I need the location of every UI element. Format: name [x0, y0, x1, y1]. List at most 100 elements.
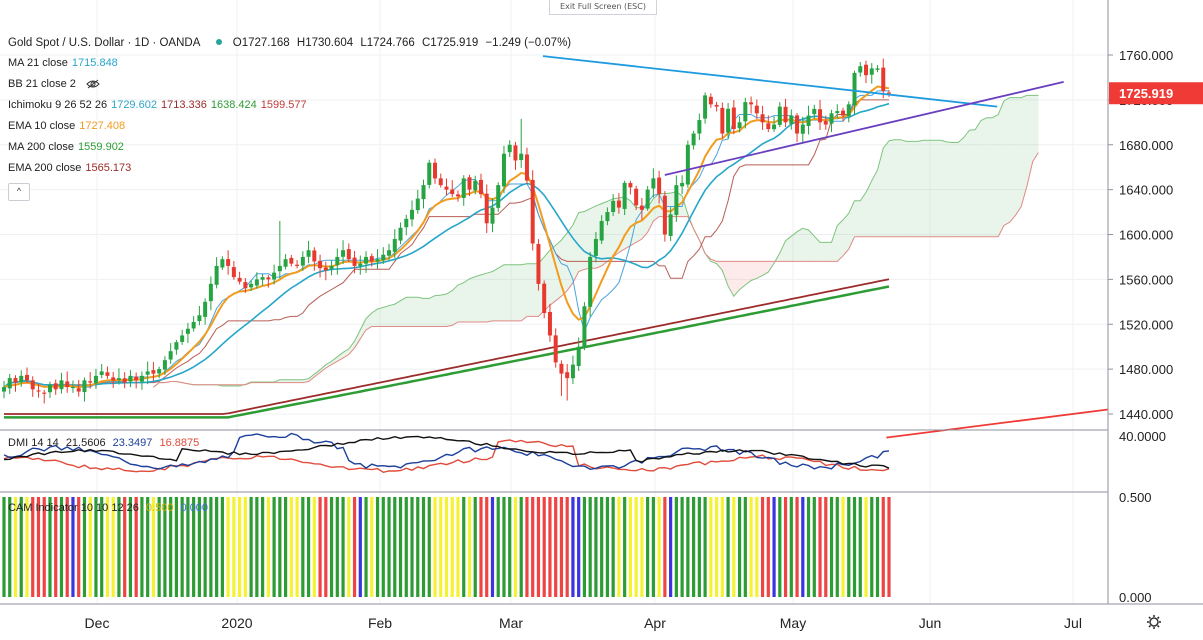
candle-body [605, 212, 610, 222]
cloud-segment [486, 271, 493, 323]
cam-bar [766, 497, 770, 597]
cloud-segment [1021, 95, 1027, 207]
cam-bar [272, 497, 276, 597]
cam-bar [71, 497, 75, 597]
cam-bar [772, 497, 776, 597]
cloud-segment [986, 117, 993, 237]
candle-body [881, 67, 886, 91]
candle-body [203, 301, 208, 317]
cam-bar [726, 497, 730, 597]
cam-bar [536, 497, 541, 597]
last-price-badge [1109, 82, 1203, 105]
candle-body [214, 265, 219, 285]
candle-body [387, 250, 392, 256]
candle-body [358, 263, 363, 267]
candle-body [708, 96, 713, 105]
indicator-legend-row: MA 21 close 1715.848 [8, 57, 122, 69]
candle-body [685, 144, 690, 185]
candle-body [622, 182, 627, 209]
candle-body [714, 104, 719, 107]
candle-body [565, 372, 570, 379]
candle-body [478, 179, 483, 195]
indicator-label[interactable]: MA 21 close [8, 57, 68, 69]
indicator-label[interactable]: BB 21 close 2 [8, 78, 76, 90]
price-tick-label: 1680.000 [1119, 138, 1173, 153]
cam-bar [117, 497, 121, 597]
cam-label[interactable]: CAM Indicator 10 10 12 26 [8, 502, 139, 514]
cam-bar [421, 497, 426, 597]
indicator-label[interactable]: MA 200 close [8, 141, 75, 153]
cloud-segment [624, 196, 631, 250]
cloud-segment [820, 242, 826, 262]
exit-fullscreen-button[interactable]: Exit Full Screen (ESC) [549, 0, 657, 15]
hidden-eye-icon[interactable] [86, 78, 100, 90]
candle-body [36, 390, 41, 392]
cam-bar [490, 497, 495, 597]
cam-bar [674, 497, 678, 597]
ema10-line [3, 85, 890, 389]
price-axis[interactable]: 1760.0001720.0001680.0001640.0001600.000… [1108, 48, 1203, 422]
candle-body [668, 214, 673, 236]
candle-body [818, 109, 823, 123]
cam-bar [128, 497, 133, 597]
cam-bar [140, 497, 144, 597]
cam-bar [479, 497, 483, 597]
cam-bar [720, 497, 724, 597]
cam-bar [13, 497, 18, 597]
dmi-legend: DMI 14 14 21.5606 23.3497 16.8875 [8, 437, 203, 449]
candle-body [47, 384, 52, 393]
cloud-segment [871, 169, 878, 237]
indicator-label[interactable]: Ichimoku 9 26 52 26 [8, 99, 108, 111]
cloud-segment [291, 379, 298, 383]
cloud-segment [969, 129, 976, 237]
cloud-segment [785, 236, 792, 262]
cam-bar [209, 497, 213, 597]
collapse-legend-button[interactable]: ^ [8, 183, 30, 201]
settings-gear-icon[interactable] [1147, 615, 1161, 629]
ma21-line [3, 102, 890, 388]
cloud-segment [320, 364, 326, 373]
candle-body [812, 108, 817, 115]
price-tick-label: 1480.000 [1119, 362, 1173, 377]
candle-body [450, 189, 455, 195]
cam-bar [864, 497, 868, 597]
cam-bar [714, 497, 719, 597]
symbol-title[interactable]: Gold Spot / U.S. Dollar · 1D · OANDA [8, 37, 201, 49]
candle-body [260, 277, 265, 280]
cam-bar [582, 497, 587, 597]
cam-bar [565, 497, 569, 597]
indicator-label[interactable]: EMA 10 close [8, 120, 76, 132]
cam-bar [387, 497, 391, 597]
cam-bar [439, 497, 443, 597]
candle-body [88, 381, 93, 383]
candle-body [157, 369, 162, 374]
cam-bar [680, 497, 684, 597]
cam-bar [77, 497, 81, 597]
cloud-segment [762, 261, 769, 276]
candle-body [852, 72, 857, 106]
trendline [664, 81, 1064, 176]
time-axis[interactable]: Dec 2020 Feb Mar Apr May Jun Jul [85, 615, 1082, 631]
dmi-label[interactable]: DMI 14 14 [8, 437, 59, 449]
candle-body [680, 182, 685, 187]
candle-body [496, 185, 501, 208]
cloud-segment [894, 139, 901, 237]
candle-body [645, 189, 650, 209]
candle-body [185, 328, 190, 334]
candle-body [720, 107, 725, 134]
indicator-label[interactable]: EMA 200 close [8, 162, 82, 174]
indicator-legend-row: Ichimoku 9 26 52 26 1729.602 1713.336 1638.… [8, 99, 311, 111]
cloud-segment [883, 140, 889, 237]
cam-bar [600, 497, 604, 597]
candle-body [519, 153, 524, 161]
cam-bar [335, 497, 339, 597]
cloud-segment [710, 259, 717, 264]
cloud-segment [1015, 97, 1022, 216]
cloud-segment [722, 261, 729, 287]
candle-body [611, 200, 616, 212]
candle-body [749, 102, 754, 105]
cloud-segment [802, 228, 809, 262]
cam-bar [306, 497, 311, 597]
indicator-legend-row: EMA 10 close 1727.408 [8, 120, 129, 132]
